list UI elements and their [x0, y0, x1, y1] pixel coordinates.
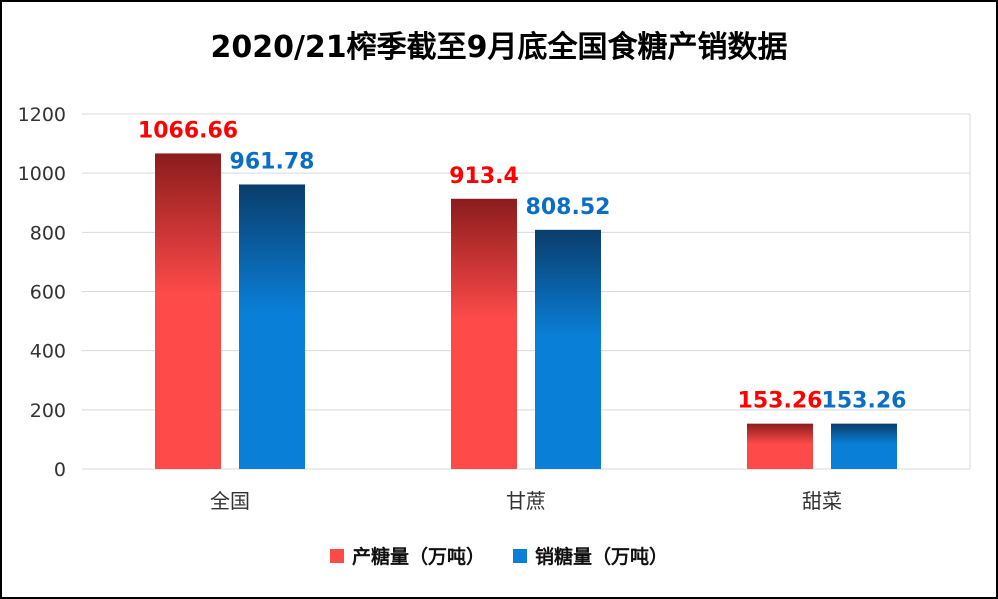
data-label: 153.26: [822, 389, 907, 414]
x-tick-label: 甘蔗: [506, 489, 546, 513]
legend-item-sales: 销糖量（万吨）: [513, 542, 668, 569]
y-tick-label: 1000: [18, 163, 66, 185]
data-label: 913.4: [449, 164, 519, 189]
legend-label-sales: 销糖量（万吨）: [535, 546, 669, 568]
bar-sales: [831, 423, 897, 469]
y-tick-label: 800: [30, 222, 66, 244]
bar-sales: [239, 184, 305, 469]
data-label: 1066.66: [138, 118, 238, 143]
y-tick-label: 1200: [18, 104, 66, 126]
bar-sales: [535, 229, 601, 469]
x-tick-label: 甜菜: [802, 489, 842, 513]
legend-swatch-sales: [513, 548, 527, 563]
legend-swatch-production: [329, 548, 344, 563]
legend: 产糖量（万吨） 销糖量（万吨）: [2, 542, 996, 569]
y-tick-label: 200: [30, 400, 66, 422]
y-tick-label: 0: [54, 459, 66, 481]
y-tick-label: 600: [30, 282, 66, 304]
bar-production: [451, 198, 517, 469]
data-label: 808.52: [526, 195, 611, 220]
y-tick-label: 400: [30, 341, 66, 363]
data-label: 153.26: [738, 389, 823, 414]
legend-item-production: 产糖量（万吨）: [329, 542, 485, 569]
x-tick-label: 全国: [210, 489, 250, 513]
bar-production: [747, 423, 813, 469]
chart-title: 2020/21榨季截至9月底全国食糖产销数据: [210, 30, 788, 65]
bar-production: [155, 153, 221, 469]
data-label: 961.78: [230, 149, 315, 174]
legend-label-production: 产糖量（万吨）: [351, 546, 485, 568]
